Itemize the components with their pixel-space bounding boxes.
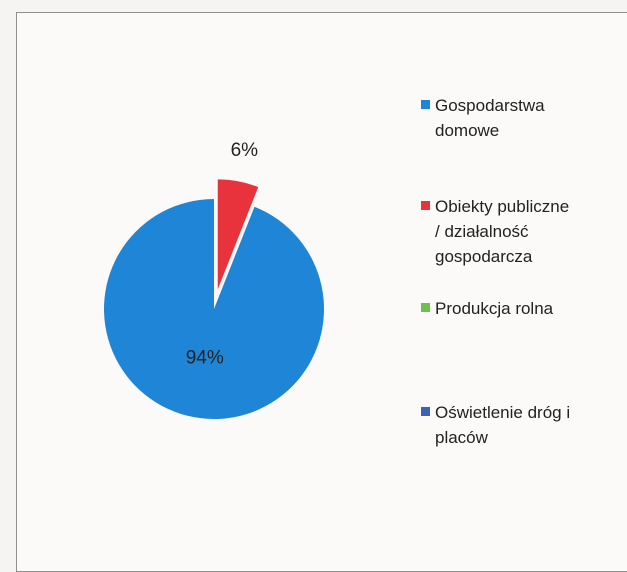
legend-label: Gospodarstwa domowe [435,96,545,140]
pie-chart: 94% 6% [103,140,324,419]
legend-swatch-icon [421,303,430,312]
legend-label: Oświetlenie dróg i placów [435,403,571,447]
pie-slice-1 [217,179,259,290]
data-label: 6% [231,140,259,161]
data-label: 94% [186,348,224,369]
legend-swatch-icon [421,201,430,210]
legend-item-oswietlenie: Oświetlenie dróg i placów [421,400,625,450]
legend-item-produkcja: Produkcja rolna [421,296,625,321]
legend-label: Obiekty publiczne / działalność gospodar… [435,197,570,266]
legend-swatch-icon [421,100,430,109]
legend-label: Produkcja rolna [435,299,554,318]
legend-item-obiekty: Obiekty publiczne / działalność gospodar… [421,194,625,269]
legend-swatch-icon [421,407,430,416]
pie-slice-0 [103,199,324,419]
chart-frame: 94% 6% Gospodarstwa domowe Obiekty public… [16,12,627,572]
legend-item-gospodarstwa: Gospodarstwa domowe [421,93,625,143]
